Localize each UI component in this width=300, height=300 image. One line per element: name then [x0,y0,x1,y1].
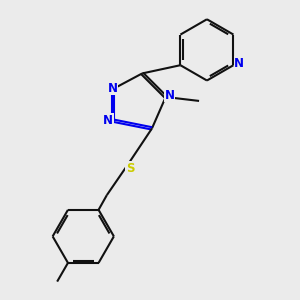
Text: N: N [108,82,118,95]
Text: N: N [103,114,113,127]
Text: N: N [165,88,175,101]
Text: N: N [234,57,244,70]
Text: S: S [126,162,134,175]
